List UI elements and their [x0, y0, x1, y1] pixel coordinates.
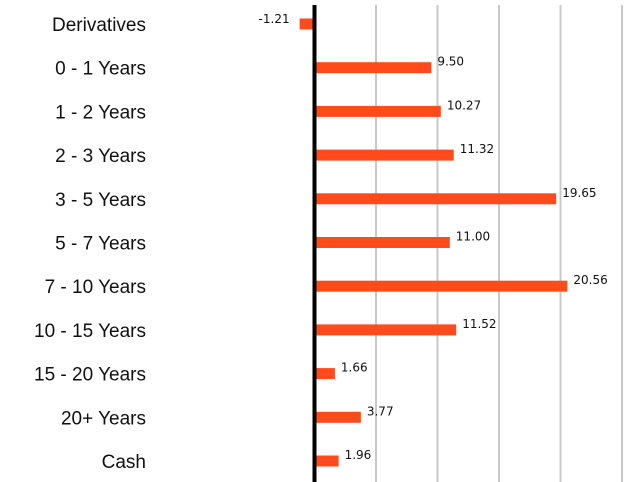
- category-label: Derivatives: [52, 15, 146, 36]
- category-label: 7 - 10 Years: [45, 277, 146, 298]
- gridlines: [375, 5, 623, 482]
- bar: [314, 62, 432, 74]
- value-label: 3.77: [367, 404, 394, 418]
- value-label: 10.27: [447, 98, 481, 112]
- value-label: 20.56: [573, 273, 607, 287]
- category-label: 0 - 1 Years: [55, 59, 146, 80]
- category-label: 5 - 7 Years: [55, 234, 146, 255]
- value-label: 1.96: [345, 448, 372, 462]
- bar: [314, 149, 454, 161]
- bars: [299, 18, 568, 467]
- bar: [314, 280, 568, 292]
- category-label: Cash: [102, 452, 146, 473]
- category-label: 2 - 3 Years: [55, 146, 146, 167]
- category-label: 3 - 5 Years: [55, 190, 146, 211]
- bar: [314, 105, 441, 117]
- category-label: 20+ Years: [61, 408, 146, 429]
- bar: [314, 455, 339, 467]
- value-label: 1.66: [341, 361, 368, 375]
- category-label: 10 - 15 Years: [34, 321, 146, 342]
- bar: [299, 18, 315, 30]
- value-labels: -1.21 9.50 10.27 11.32 19.65 11.00 20.56 11.52 1…: [259, 12, 608, 462]
- bar: [314, 368, 335, 380]
- value-label: 11.52: [462, 317, 496, 331]
- bar: [314, 193, 557, 205]
- bar: [314, 324, 457, 336]
- value-label: 9.50: [437, 55, 464, 69]
- category-label: 15 - 20 Years: [34, 365, 146, 386]
- value-label: -1.21: [259, 12, 290, 26]
- value-label: 19.65: [562, 186, 596, 200]
- bar: [314, 237, 450, 248]
- bar: [314, 411, 361, 423]
- category-label: 1 - 2 Years: [55, 102, 146, 123]
- category-labels: Derivatives 0 - 1 Years 1 - 2 Years 2 - 3 Y…: [34, 15, 146, 473]
- value-label: 11.32: [460, 142, 494, 156]
- value-label: 11.00: [456, 230, 490, 244]
